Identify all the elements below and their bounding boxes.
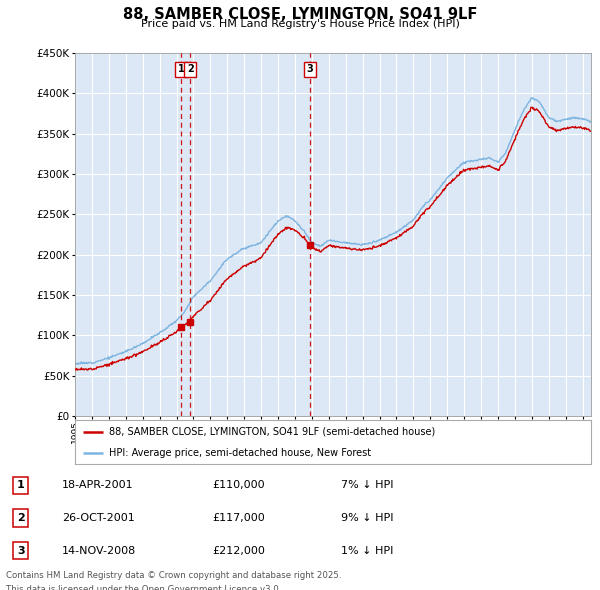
Text: 18-APR-2001: 18-APR-2001 (62, 480, 133, 490)
Text: 2: 2 (187, 64, 194, 74)
Text: 2: 2 (17, 513, 25, 523)
Text: 1% ↓ HPI: 1% ↓ HPI (341, 546, 394, 556)
Text: 88, SAMBER CLOSE, LYMINGTON, SO41 9LF: 88, SAMBER CLOSE, LYMINGTON, SO41 9LF (123, 7, 477, 22)
Text: Price paid vs. HM Land Registry's House Price Index (HPI): Price paid vs. HM Land Registry's House … (140, 19, 460, 30)
Text: £212,000: £212,000 (212, 546, 265, 556)
Text: This data is licensed under the Open Government Licence v3.0.: This data is licensed under the Open Gov… (6, 585, 281, 590)
Text: 9% ↓ HPI: 9% ↓ HPI (341, 513, 394, 523)
Text: £110,000: £110,000 (212, 480, 265, 490)
Text: HPI: Average price, semi-detached house, New Forest: HPI: Average price, semi-detached house,… (109, 448, 371, 458)
Text: 14-NOV-2008: 14-NOV-2008 (62, 546, 136, 556)
Text: Contains HM Land Registry data © Crown copyright and database right 2025.: Contains HM Land Registry data © Crown c… (6, 571, 341, 579)
Text: 1: 1 (178, 64, 185, 74)
Text: 7% ↓ HPI: 7% ↓ HPI (341, 480, 394, 490)
Text: £117,000: £117,000 (212, 513, 265, 523)
Text: 3: 3 (307, 64, 313, 74)
Text: 3: 3 (17, 546, 25, 556)
Text: 26-OCT-2001: 26-OCT-2001 (62, 513, 134, 523)
Text: 1: 1 (17, 480, 25, 490)
Text: 88, SAMBER CLOSE, LYMINGTON, SO41 9LF (semi-detached house): 88, SAMBER CLOSE, LYMINGTON, SO41 9LF (s… (109, 427, 435, 437)
